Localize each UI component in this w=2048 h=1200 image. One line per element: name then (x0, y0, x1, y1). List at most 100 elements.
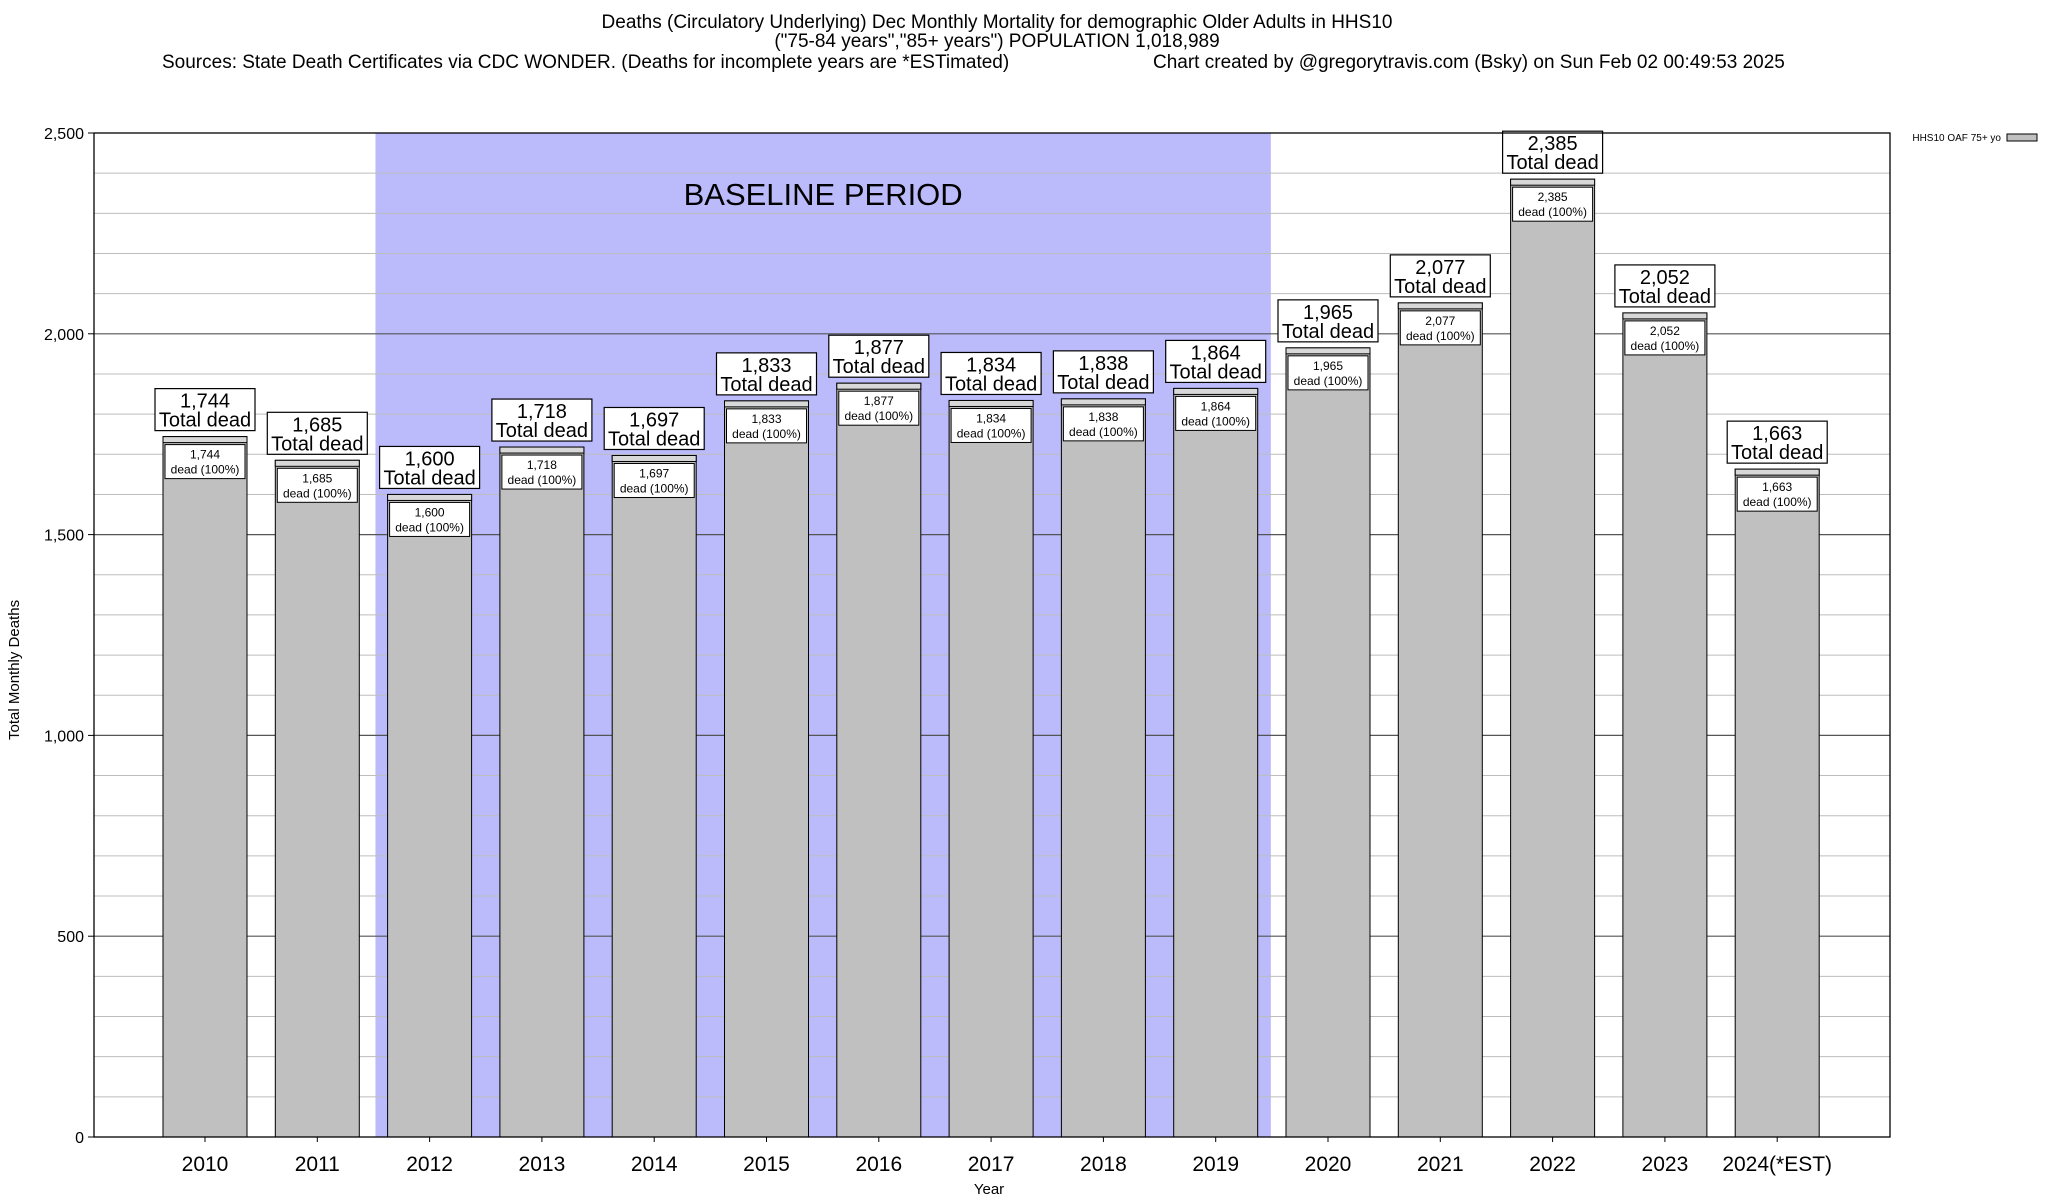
bar-top-total-label: Total dead (1394, 276, 1486, 298)
bar-inner-value-label: 2,385 (1538, 190, 1568, 204)
bar (1060, 398, 1146, 1138)
bar-inner-value-label: 1,697 (639, 466, 669, 480)
bar-inner-value-label: 1,833 (751, 412, 781, 426)
bar-inner-label-box (726, 408, 807, 444)
bar-top-label-box (379, 445, 481, 490)
bar-cap (1622, 312, 1708, 320)
bar-inner-percent-label: dead (100%) (1406, 329, 1475, 343)
bar-top-value-label: 1,663 (1752, 423, 1802, 445)
bar-inner-percent-label: dead (100%) (1181, 414, 1250, 428)
bar (1622, 312, 1708, 1138)
bar-inner-label-box (164, 444, 246, 480)
x-tick-label: 2015 (743, 1153, 790, 1176)
x-axis-label: Year (974, 1181, 1004, 1198)
bar (724, 400, 809, 1138)
bar-inner-percent-label: dead (100%) (508, 473, 577, 487)
y-tick-label: 2,000 (44, 327, 84, 344)
chart-credit: Chart created by @gregorytravis.com (Bsk… (1153, 52, 1785, 73)
bar-inner-label-box (950, 407, 1032, 443)
bar-cap (499, 446, 585, 454)
bar-top-total-label: Total dead (1057, 372, 1149, 394)
bar (162, 436, 248, 1138)
baseline-label: BASELINE PERIOD (684, 177, 963, 212)
bar-cap (1173, 387, 1259, 395)
bar-top-value-label: 1,685 (292, 414, 342, 436)
bar-top-value-label: 1,833 (741, 355, 791, 377)
bar (387, 493, 473, 1138)
bar-cap (1285, 347, 1371, 355)
bar-top-value-label: 2,077 (1415, 257, 1465, 279)
bar-cap (1510, 178, 1596, 186)
bar-inner-percent-label: dead (100%) (844, 409, 913, 423)
bar-cap (1060, 398, 1146, 406)
bar-top-total-label: Total dead (608, 428, 700, 450)
bar-inner-label-box (276, 467, 358, 503)
x-tick-label: 2014 (631, 1153, 678, 1176)
x-tick-label: 2011 (295, 1153, 340, 1176)
bar-cap (387, 493, 473, 501)
bar-top-total-label: Total dead (1506, 152, 1598, 174)
bar-inner-percent-label: dead (100%) (1631, 339, 1700, 353)
bar-top-total-label: Total dead (271, 433, 363, 455)
bar-cap (836, 382, 922, 390)
bar-inner-value-label: 1,877 (864, 394, 894, 408)
bar (836, 382, 922, 1138)
bar-inner-label-box (1624, 320, 1706, 356)
x-tick-label: 2017 (968, 1153, 1015, 1176)
bar-top-total-label: Total dead (945, 373, 1037, 395)
x-tick-label: 2010 (182, 1153, 229, 1176)
bar-top-total-label: Total dead (833, 356, 925, 378)
bar-top-label-box (266, 411, 368, 455)
legend-label: HHS10 OAF 75+ yo (1912, 133, 2001, 144)
bar-inner-percent-label: dead (100%) (620, 481, 689, 495)
bar-top-total-label: Total dead (1731, 442, 1823, 464)
bar-cap (948, 399, 1034, 407)
chart-sources: Sources: State Death Certificates via CD… (162, 52, 1010, 73)
bar-inner-value-label: 1,838 (1088, 410, 1118, 424)
bar-inner-label-box (501, 454, 583, 490)
bar-inner-value-label: 1,663 (1762, 480, 1792, 494)
bar-top-total-label: Total dead (1282, 321, 1374, 343)
legend-swatch (2006, 133, 2038, 142)
bar (611, 454, 697, 1138)
x-tick-label: 2024(*EST) (1722, 1153, 1832, 1176)
y-tick-label: 2,500 (44, 126, 84, 143)
bar (1734, 468, 1820, 1138)
bar-top-total-label: Total dead (1170, 361, 1262, 383)
bar-inner-value-label: 1,965 (1313, 359, 1343, 373)
bar-inner-value-label: 1,834 (976, 411, 1006, 425)
bar-inner-value-label: 1,685 (302, 471, 332, 485)
bar-top-total-label: Total dead (720, 374, 812, 396)
y-tick-label: 500 (57, 929, 84, 946)
bar-inner-percent-label: dead (100%) (171, 463, 240, 477)
bar-inner-percent-label: dead (100%) (732, 427, 801, 441)
bar-inner-label-box (1062, 406, 1144, 442)
x-tick-label: 2020 (1305, 1153, 1352, 1176)
chart-title: Deaths (Circulatory Underlying) Dec Mont… (601, 12, 1393, 33)
x-tick-label: 2023 (1642, 1153, 1689, 1176)
bar-inner-value-label: 1,744 (190, 448, 220, 462)
bar-top-value-label: 2,052 (1640, 267, 1690, 289)
bar-top-label-box (1614, 264, 1716, 308)
bar-top-label-box (940, 351, 1042, 396)
bar-top-value-label: 1,877 (854, 337, 904, 359)
x-tick-label: 2022 (1529, 1153, 1576, 1176)
bar-top-total-label: Total dead (159, 410, 251, 432)
x-tick-label: 2013 (519, 1153, 566, 1176)
bar-cap (274, 459, 360, 467)
bar-top-value-label: 1,744 (180, 391, 230, 413)
bar-cap (162, 436, 248, 444)
bar-inner-label-box (838, 390, 920, 426)
bar (1510, 178, 1596, 1138)
bar-cap (724, 400, 809, 408)
bar-inner-percent-label: dead (100%) (1743, 495, 1812, 509)
bar-top-value-label: 1,600 (405, 448, 455, 470)
chart-subtitle: ("75-84 years","85+ years") POPULATION 1… (774, 31, 1220, 52)
bar-inner-value-label: 1,600 (415, 505, 445, 519)
bar-top-total-label: Total dead (383, 467, 475, 489)
bar-inner-value-label: 2,052 (1650, 324, 1680, 338)
bar-top-total-label: Total dead (496, 420, 588, 442)
bar (1173, 387, 1259, 1138)
bar (274, 459, 360, 1138)
bar-inner-percent-label: dead (100%) (957, 426, 1026, 440)
